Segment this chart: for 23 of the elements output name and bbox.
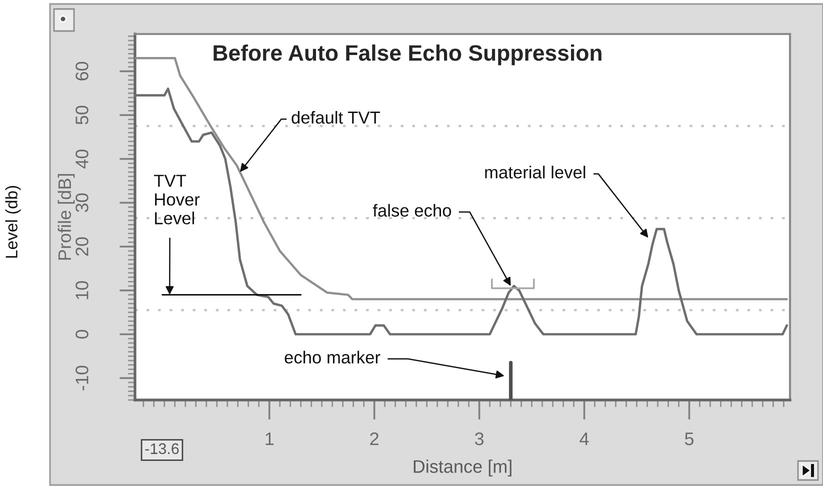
y-tick-label: 50 — [76, 106, 88, 124]
annotation: false echo — [372, 204, 452, 217]
x-tick-label: 4 — [580, 432, 589, 446]
y-tick-label: 40 — [76, 150, 88, 169]
x-tick-label: 5 — [684, 432, 694, 446]
text: Level (db) — [5, 186, 21, 258]
y-tick-label: 0 — [76, 330, 88, 339]
y-tick-label: 60 — [76, 62, 88, 80]
x-axis-title: Distance [m] — [414, 460, 512, 476]
chart-title: Before Auto False Echo Suppression — [214, 44, 602, 66]
y-tick-label: 10 — [76, 281, 88, 300]
annotation: TVT Hover Level — [154, 174, 200, 224]
x-tick-label: 1 — [266, 432, 274, 446]
y-tick-label: 20 — [76, 237, 88, 256]
y-tick-label: -10 — [76, 366, 88, 390]
annotation: material level — [485, 166, 586, 178]
annotation: default TVT — [292, 110, 380, 124]
x-tick-label: 2 — [370, 432, 378, 446]
x-tick-label: 3 — [474, 432, 484, 446]
y-axis-title: Profile [dB] — [58, 174, 75, 260]
text: -13.6 — [145, 443, 179, 454]
annotation: echo marker — [284, 350, 380, 364]
y-tick-label: 30 — [76, 193, 88, 212]
